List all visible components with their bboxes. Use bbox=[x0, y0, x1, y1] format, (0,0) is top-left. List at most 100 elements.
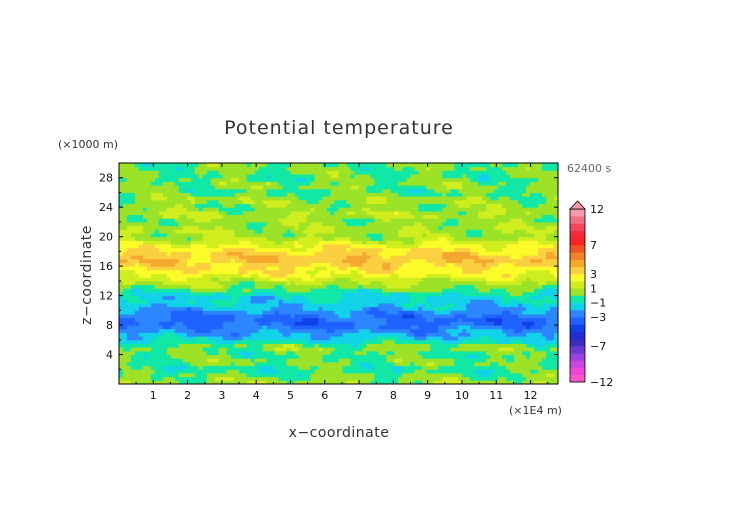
contour-cell bbox=[222, 251, 228, 256]
contour-cell bbox=[322, 273, 328, 278]
contour-cell bbox=[334, 192, 339, 197]
contour-cell bbox=[178, 306, 184, 311]
contour-cell bbox=[210, 207, 216, 212]
contour-cell bbox=[286, 207, 292, 212]
contour-cell bbox=[290, 361, 296, 367]
contour-cell bbox=[162, 174, 168, 179]
contour-cell bbox=[426, 288, 431, 293]
contour-cell bbox=[226, 181, 232, 186]
contour-cell bbox=[386, 170, 391, 175]
contour-cell bbox=[146, 295, 152, 300]
contour-cell bbox=[326, 199, 332, 205]
contour-cell bbox=[342, 188, 347, 193]
contour-cell bbox=[138, 288, 144, 293]
contour-cell bbox=[334, 280, 339, 286]
contour-cell bbox=[322, 199, 328, 205]
contour-cell bbox=[154, 247, 160, 252]
contour-cell bbox=[258, 166, 264, 171]
contour-cell bbox=[278, 369, 284, 374]
contour-cell bbox=[370, 166, 375, 171]
contour-cell bbox=[410, 299, 415, 304]
contour-cell bbox=[194, 350, 200, 356]
contour-cell bbox=[262, 343, 268, 348]
contour-cell bbox=[294, 376, 300, 381]
contour-cell bbox=[354, 229, 359, 234]
contour-cell bbox=[122, 369, 128, 374]
contour-cell bbox=[170, 269, 176, 274]
contour-cell bbox=[182, 295, 188, 300]
contour-cell bbox=[294, 343, 300, 348]
contour-cell bbox=[438, 321, 443, 326]
contour-cell bbox=[138, 266, 144, 271]
contour-cell bbox=[358, 181, 363, 186]
contour-cell bbox=[146, 321, 152, 326]
contour-cell bbox=[346, 350, 351, 356]
contour-cell bbox=[246, 350, 252, 356]
contour-cell bbox=[350, 269, 355, 274]
contour-cell bbox=[306, 358, 312, 363]
contour-cell bbox=[226, 280, 232, 286]
contour-cell bbox=[138, 192, 144, 197]
contour-cell bbox=[146, 185, 152, 190]
contour-cell bbox=[306, 214, 312, 219]
contour-cell bbox=[386, 210, 391, 216]
contour-cell bbox=[242, 284, 248, 289]
contour-cell bbox=[119, 240, 124, 245]
contour-cell bbox=[382, 207, 387, 212]
contour-cell bbox=[119, 317, 124, 322]
contour-cell bbox=[142, 358, 148, 363]
contour-cell bbox=[442, 188, 447, 193]
contour-cell bbox=[382, 380, 387, 385]
contour-cell bbox=[206, 380, 212, 385]
contour-cell bbox=[178, 181, 184, 186]
contour-cell bbox=[326, 247, 332, 252]
contour-cell bbox=[214, 277, 220, 282]
contour-cell bbox=[150, 203, 156, 208]
contour-cell bbox=[442, 225, 447, 230]
contour-cell bbox=[334, 328, 339, 333]
contour-cell bbox=[270, 332, 276, 337]
contour-cell bbox=[378, 372, 383, 378]
contour-cell bbox=[154, 328, 160, 333]
contour-cell bbox=[402, 199, 407, 205]
contour-cell bbox=[398, 280, 403, 286]
contour-cell bbox=[126, 321, 132, 326]
contour-cell bbox=[298, 240, 304, 245]
contour-cell bbox=[150, 284, 156, 289]
contour-cell bbox=[426, 221, 431, 227]
contour-cell bbox=[154, 317, 160, 322]
contour-cell bbox=[322, 321, 328, 326]
contour-cell bbox=[414, 299, 419, 304]
contour-cell bbox=[206, 372, 212, 378]
contour-cell bbox=[198, 221, 204, 227]
contour-cell bbox=[362, 262, 367, 267]
contour-cell bbox=[226, 332, 232, 337]
contour-cell bbox=[222, 306, 228, 311]
contour-cell bbox=[418, 288, 423, 293]
contour-cell bbox=[322, 306, 328, 311]
contour-cell bbox=[278, 170, 284, 175]
contour-cell bbox=[370, 273, 375, 278]
contour-cell bbox=[426, 269, 431, 274]
contour-cell bbox=[162, 306, 168, 311]
contour-cell bbox=[194, 380, 200, 385]
contour-cell bbox=[198, 210, 204, 216]
contour-cell bbox=[342, 273, 347, 278]
contour-cell bbox=[206, 317, 212, 322]
contour-cell bbox=[294, 203, 300, 208]
contour-cell bbox=[338, 188, 343, 193]
contour-cell bbox=[354, 247, 359, 252]
contour-cell bbox=[306, 188, 312, 193]
contour-cell bbox=[358, 177, 363, 182]
contour-cell bbox=[302, 376, 308, 381]
contour-cell bbox=[274, 196, 280, 201]
contour-cell bbox=[238, 361, 244, 367]
contour-cell bbox=[158, 328, 164, 333]
y-unit-label: (×1000 m) bbox=[58, 138, 118, 151]
contour-cell bbox=[234, 244, 240, 249]
contour-cell bbox=[242, 240, 248, 245]
contour-cell bbox=[302, 372, 308, 378]
contour-cell bbox=[130, 380, 136, 385]
contour-cell bbox=[354, 350, 359, 356]
contour-cell bbox=[250, 332, 256, 337]
